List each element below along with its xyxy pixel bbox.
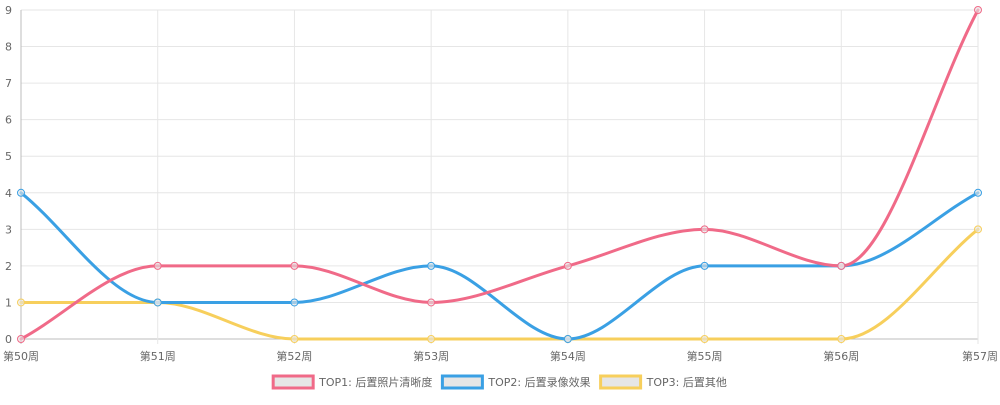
legend-label: TOP3: 后置其他 [646,376,727,389]
legend-swatch [440,374,484,390]
x-tick-label: 第57周 [962,349,998,363]
series-line-3 [19,227,980,341]
legend-swatch [599,374,643,390]
data-point [974,225,982,234]
legend-item-1: TOP1: 后置照片清晰度 [271,374,432,390]
data-point [563,261,572,270]
data-point [700,225,709,234]
data-point [290,335,299,343]
x-tick-label: 第50周 [3,349,39,363]
y-tick-label: 5 [5,150,12,163]
data-point [153,261,162,270]
data-point [974,188,982,197]
y-tick-label: 8 [5,41,12,54]
y-tick-label: 6 [5,114,12,127]
data-point [17,335,25,343]
data-point [700,261,709,270]
y-tick-label: 2 [5,260,12,273]
x-tick-label: 第55周 [687,349,723,363]
data-point [427,298,436,307]
x-tick-label: 第53周 [413,349,449,363]
x-tick-label: 第52周 [276,349,312,363]
data-point [700,335,709,343]
y-tick-label: 4 [5,187,12,200]
x-tick-label: 第54周 [550,349,586,363]
data-point [974,6,982,14]
y-tick-label: 9 [5,4,12,17]
data-point [837,335,846,343]
y-tick-label: 0 [5,333,12,346]
legend-item-3: TOP3: 后置其他 [599,374,727,390]
legend: TOP1: 后置照片清晰度 TOP2: 后置录像效果 TOP3: 后置其他 [271,374,727,390]
legend-label: TOP1: 后置照片清晰度 [318,375,432,389]
data-point [290,298,299,307]
y-tick-label: 1 [5,296,12,309]
x-tick-label: 第56周 [823,349,859,363]
legend-item-2: TOP2: 后置录像效果 [440,374,591,390]
y-tick-label: 7 [5,77,12,90]
points-layer [17,6,982,343]
series-layer [19,8,980,341]
x-tick-label: 第51周 [140,349,176,363]
legend-swatch [271,374,315,390]
data-point [153,298,162,307]
data-point [427,261,436,270]
data-point [427,335,436,343]
data-point [290,261,299,270]
y-tick-label: 3 [5,223,12,236]
data-point [17,188,25,197]
axis-layer: 0 1 2 3 4 5 6 7 8 9 第50周 第51周 第52周 第53周 第54周 第55周 第56周 第5… [3,4,998,363]
data-point [837,261,846,270]
legend-label: TOP2: 后置录像效果 [487,375,590,389]
series-line-2 [19,191,980,341]
data-point [17,298,25,307]
series-line-1 [19,8,980,341]
data-point [563,335,572,343]
grid-layer [20,9,979,344]
